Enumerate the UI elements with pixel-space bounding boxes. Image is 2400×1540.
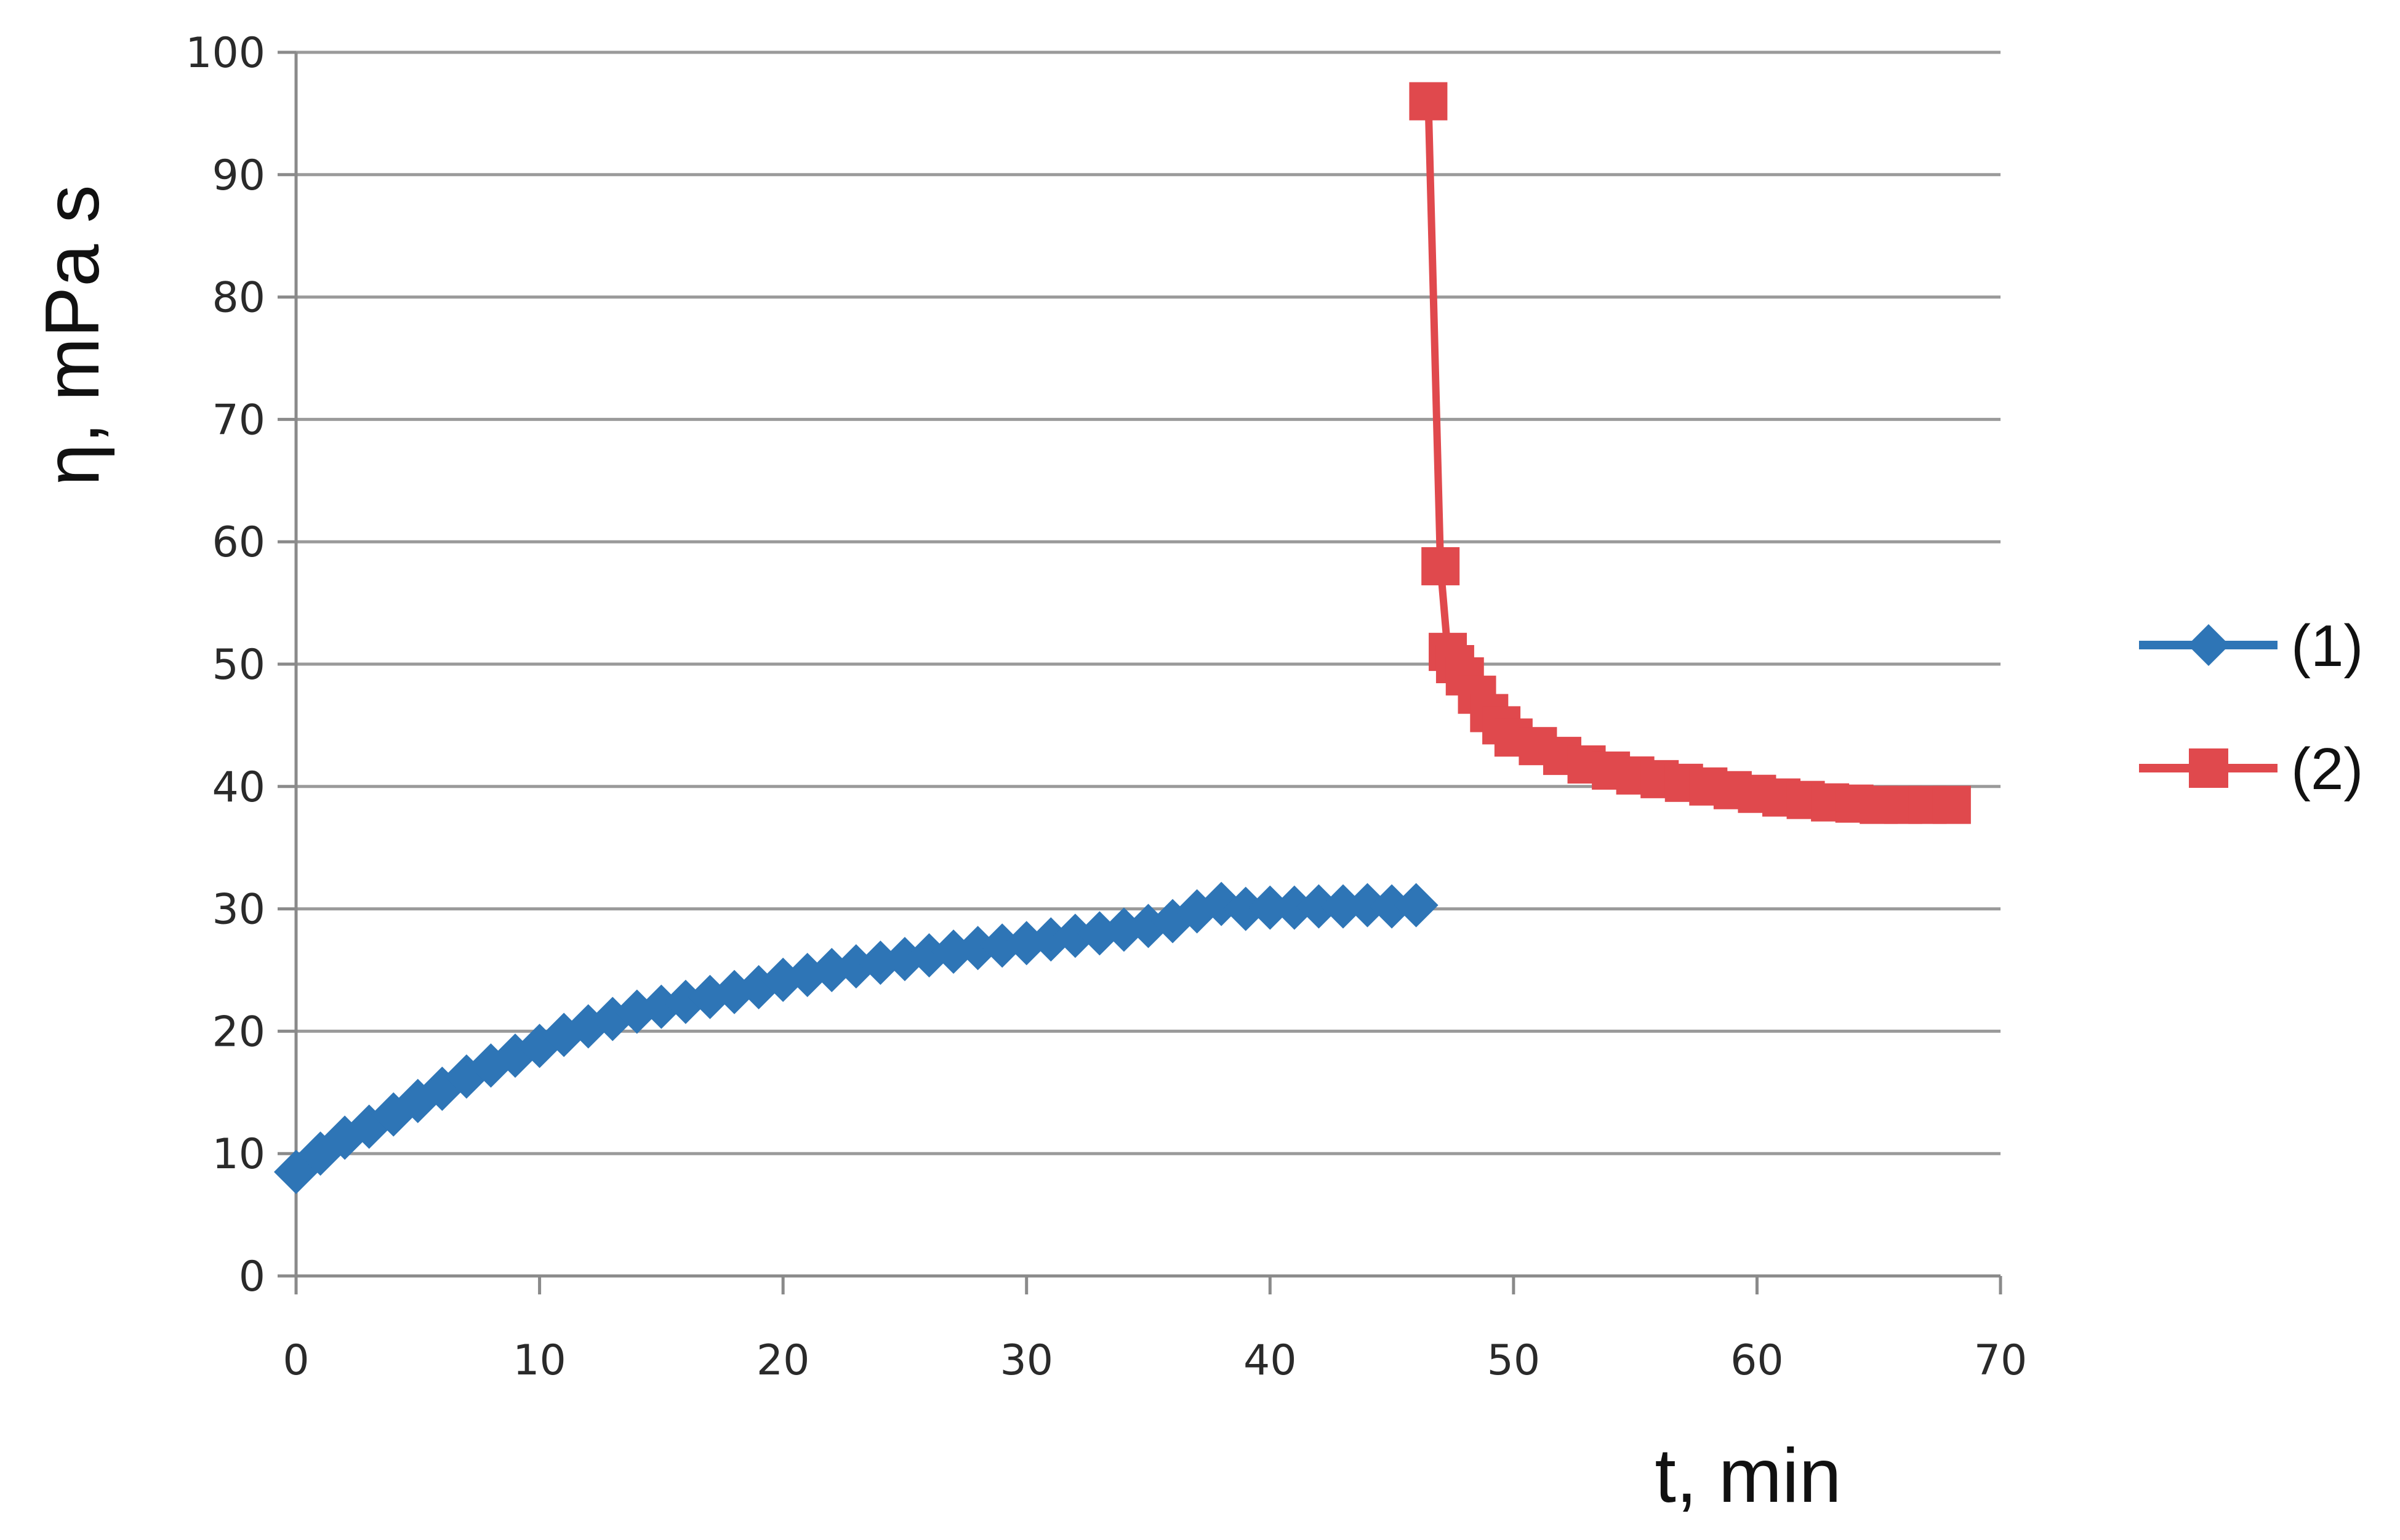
x-tick-label: 30: [1000, 1336, 1053, 1385]
series-line-1: [292, 900, 1420, 1176]
data-series: [274, 82, 1971, 1195]
data-point: [1345, 883, 1390, 928]
data-point: [1248, 885, 1293, 930]
y-tick-label: 60: [212, 518, 265, 567]
legend-item-2: (2): [2139, 736, 2363, 802]
data-point: [1394, 883, 1439, 928]
y-tick-label: 80: [212, 274, 265, 323]
legend: (1) (2): [2139, 613, 2363, 802]
legend-label: (1): [2291, 613, 2363, 679]
x-tick-label: 60: [1730, 1336, 1784, 1385]
data-point: [1932, 785, 1971, 824]
data-point: [1272, 885, 1317, 930]
data-point: [1296, 884, 1341, 929]
y-tick-label: 10: [212, 1130, 265, 1179]
y-tick-label: 20: [212, 1008, 265, 1056]
legend-marker: [2188, 624, 2229, 666]
gridlines: [296, 50, 2001, 1155]
series-1: [274, 881, 1439, 1195]
y-tick-label: 100: [185, 29, 265, 78]
x-tick-label: 70: [1974, 1336, 2028, 1385]
data-point: [1320, 884, 1365, 929]
series-2: [1409, 82, 1971, 824]
y-tick-label: 90: [212, 151, 265, 200]
x-tick-label: 0: [283, 1336, 309, 1385]
data-point: [1409, 82, 1448, 121]
x-tick-label: 20: [757, 1336, 810, 1385]
y-tick-label: 70: [212, 396, 265, 444]
x-tick-label: 40: [1243, 1336, 1297, 1385]
data-point: [1223, 886, 1268, 931]
y-tick-label: 50: [212, 641, 265, 689]
data-point: [1421, 547, 1460, 585]
legend-item-1: (1): [2139, 613, 2363, 679]
axes: 0 10 20 30 40 50 60 70 80 90 100 0 10 20 30 40 50 60 70: [185, 29, 2027, 1385]
y-tick-label: 30: [212, 886, 265, 934]
y-axis-title: η, mPa s: [30, 185, 115, 486]
legend-marker: [2189, 748, 2228, 788]
legend-label: (2): [2291, 736, 2363, 802]
y-tick-label: 40: [212, 763, 265, 812]
data-point: [1370, 884, 1415, 929]
y-tick-label: 0: [239, 1253, 265, 1301]
x-tick-label: 10: [513, 1336, 566, 1385]
x-tick-label: 50: [1487, 1336, 1541, 1385]
x-axis-title: t, min: [1655, 1434, 1841, 1518]
